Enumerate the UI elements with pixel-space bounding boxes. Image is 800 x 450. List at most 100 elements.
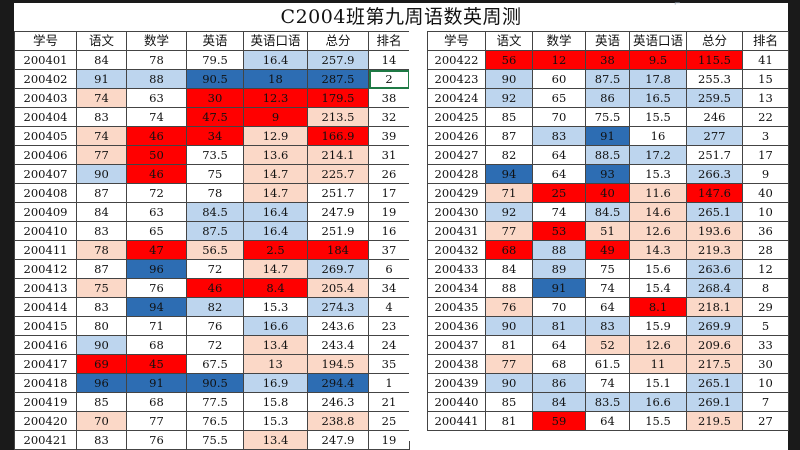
student-id-cell[interactable]: 200429 (427, 183, 486, 203)
student-id-cell[interactable]: 200424 (427, 88, 486, 108)
total-cell[interactable]: 274.3 (307, 297, 369, 317)
math-cell[interactable]: 91 (126, 373, 187, 393)
rank-cell[interactable]: 4 (368, 297, 410, 317)
student-id-cell[interactable]: 200412 (14, 259, 77, 279)
oral-english-cell[interactable]: 16.6 (629, 392, 687, 412)
student-id-cell[interactable]: 200420 (14, 411, 77, 431)
english-cell[interactable]: 90.5 (186, 69, 244, 89)
rank-cell[interactable]: 1 (368, 373, 410, 393)
english-cell[interactable]: 38 (585, 50, 630, 70)
english-cell[interactable]: 76 (186, 316, 244, 336)
student-id-cell[interactable]: 200428 (427, 164, 486, 184)
rank-cell[interactable]: 7 (742, 392, 789, 412)
math-cell[interactable]: 59 (532, 411, 586, 431)
oral-english-cell[interactable]: 16.5 (629, 88, 687, 108)
chinese-cell[interactable]: 82 (485, 145, 533, 165)
student-id-cell[interactable]: 200411 (14, 240, 77, 260)
student-id-cell[interactable]: 200402 (14, 69, 77, 89)
oral-english-cell[interactable]: 8.1 (629, 297, 687, 317)
oral-english-cell[interactable]: 15.5 (629, 107, 687, 127)
student-id-cell[interactable]: 200406 (14, 145, 77, 165)
chinese-cell[interactable]: 85 (485, 107, 533, 127)
math-cell[interactable]: 94 (126, 297, 187, 317)
oral-english-cell[interactable]: 12.6 (629, 221, 687, 241)
english-cell[interactable]: 93 (585, 164, 630, 184)
oral-english-cell[interactable]: 12.9 (243, 126, 308, 146)
student-id-cell[interactable]: 200415 (14, 316, 77, 336)
total-cell[interactable]: 277 (686, 126, 743, 146)
english-cell[interactable]: 83 (585, 316, 630, 336)
math-cell[interactable]: 63 (126, 88, 187, 108)
oral-english-cell[interactable]: 15.9 (629, 316, 687, 336)
oral-english-cell[interactable]: 17.2 (629, 145, 687, 165)
student-id-cell[interactable]: 200433 (427, 259, 486, 279)
student-id-cell[interactable]: 200438 (427, 354, 486, 374)
english-cell[interactable]: 46 (186, 278, 244, 298)
oral-english-cell[interactable]: 12.6 (629, 335, 687, 355)
math-cell[interactable]: 12 (532, 50, 586, 70)
english-cell[interactable]: 86 (585, 88, 630, 108)
rank-cell[interactable]: 24 (368, 335, 410, 355)
english-cell[interactable]: 74 (585, 278, 630, 298)
total-cell[interactable]: 247.9 (307, 430, 369, 450)
oral-english-cell[interactable]: 15.1 (629, 373, 687, 393)
chinese-cell[interactable]: 88 (485, 278, 533, 298)
header-total[interactable]: 总分 (307, 31, 369, 51)
chinese-cell[interactable]: 84 (76, 50, 127, 70)
total-cell[interactable]: 194.5 (307, 354, 369, 374)
chinese-cell[interactable]: 76 (485, 297, 533, 317)
english-cell[interactable]: 83.5 (585, 392, 630, 412)
rank-cell[interactable]: 26 (368, 164, 410, 184)
english-cell[interactable]: 74 (585, 373, 630, 393)
student-id-cell[interactable]: 200413 (14, 278, 77, 298)
chinese-cell[interactable]: 84 (485, 259, 533, 279)
chinese-cell[interactable]: 68 (485, 240, 533, 260)
rank-cell[interactable]: 19 (368, 430, 410, 450)
student-id-cell[interactable]: 200408 (14, 183, 77, 203)
oral-english-cell[interactable]: 11.6 (629, 183, 687, 203)
english-cell[interactable]: 64 (585, 297, 630, 317)
math-cell[interactable]: 46 (126, 164, 187, 184)
oral-english-cell[interactable]: 15.4 (629, 278, 687, 298)
rank-cell[interactable]: 19 (368, 202, 410, 222)
total-cell[interactable]: 268.4 (686, 278, 743, 298)
oral-english-cell[interactable]: 17.8 (629, 69, 687, 89)
oral-english-cell[interactable]: 13.6 (243, 145, 308, 165)
math-cell[interactable]: 74 (532, 202, 586, 222)
chinese-cell[interactable]: 81 (485, 335, 533, 355)
english-cell[interactable]: 72 (186, 335, 244, 355)
rank-cell[interactable]: 34 (368, 278, 410, 298)
english-cell[interactable]: 64 (585, 411, 630, 431)
rank-cell[interactable]: 21 (368, 392, 410, 412)
total-cell[interactable]: 259.5 (686, 88, 743, 108)
total-cell[interactable]: 217.5 (686, 354, 743, 374)
total-cell[interactable]: 246 (686, 107, 743, 127)
english-cell[interactable]: 87.5 (186, 221, 244, 241)
total-cell[interactable]: 218.1 (686, 297, 743, 317)
header-oral-english[interactable]: 英语口语 (243, 31, 308, 51)
chinese-cell[interactable]: 78 (76, 240, 127, 260)
total-cell[interactable]: 263.6 (686, 259, 743, 279)
rank-cell[interactable]: 38 (368, 88, 410, 108)
math-cell[interactable]: 78 (126, 50, 187, 70)
header-math[interactable]: 数学 (532, 31, 586, 51)
rank-cell[interactable]: 10 (742, 373, 789, 393)
total-cell[interactable]: 147.6 (686, 183, 743, 203)
math-cell[interactable]: 65 (126, 221, 187, 241)
total-cell[interactable]: 166.9 (307, 126, 369, 146)
total-cell[interactable]: 246.3 (307, 392, 369, 412)
chinese-cell[interactable]: 90 (485, 69, 533, 89)
header-chinese[interactable]: 语文 (76, 31, 127, 51)
math-cell[interactable]: 68 (126, 392, 187, 412)
english-cell[interactable]: 87.5 (585, 69, 630, 89)
chinese-cell[interactable]: 94 (485, 164, 533, 184)
total-cell[interactable]: 213.5 (307, 107, 369, 127)
student-id-cell[interactable]: 200439 (427, 373, 486, 393)
english-cell[interactable]: 77.5 (186, 392, 244, 412)
total-cell[interactable]: 265.1 (686, 373, 743, 393)
oral-english-cell[interactable]: 14.3 (629, 240, 687, 260)
oral-english-cell[interactable]: 16.4 (243, 221, 308, 241)
oral-english-cell[interactable]: 13.4 (243, 335, 308, 355)
oral-english-cell[interactable]: 15.3 (629, 164, 687, 184)
rank-cell[interactable]: 6 (368, 259, 410, 279)
